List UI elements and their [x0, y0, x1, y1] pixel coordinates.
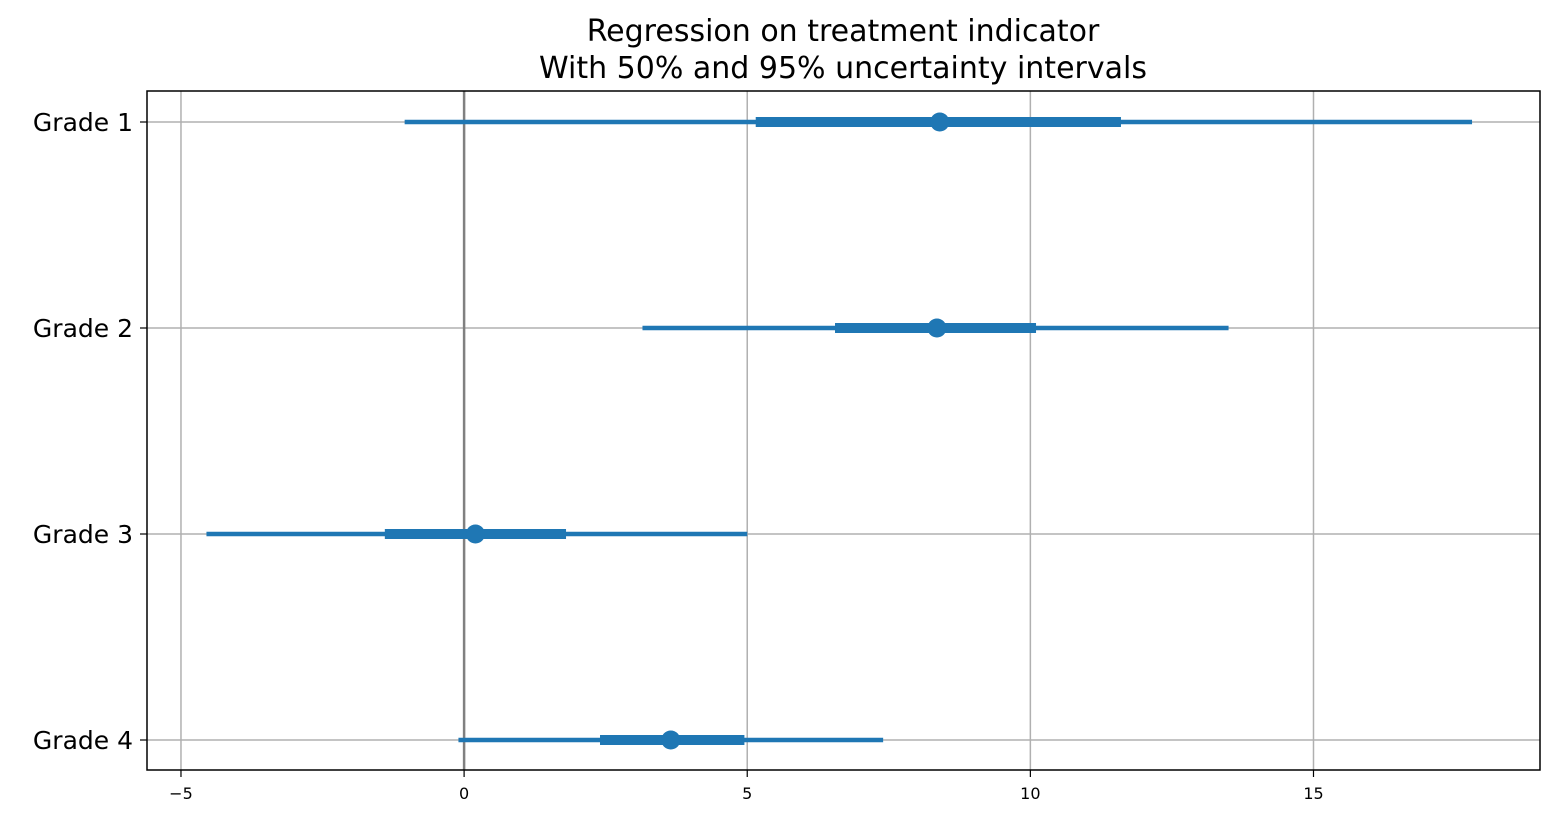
x-tick-label: 10 [1020, 784, 1040, 803]
category-label: Grade 1 [33, 108, 133, 137]
point-estimate [661, 730, 681, 750]
chart-title: Regression on treatment indicator With 5… [539, 14, 1147, 86]
y-axis: Grade 1 Grade 2 Grade 3 Grade 4 [33, 108, 147, 755]
x-tick-label: 0 [459, 784, 469, 803]
point-estimate [927, 318, 947, 338]
category-label: Grade 2 [33, 314, 133, 343]
grid [147, 91, 1540, 770]
x-tick-label: 15 [1303, 784, 1323, 803]
category-label: Grade 4 [33, 726, 133, 755]
x-tick-label: −5 [169, 784, 193, 803]
point-estimate [930, 112, 950, 132]
chart-title-line-2: With 50% and 95% uncertainty intervals [539, 51, 1147, 86]
chart-title-line-1: Regression on treatment indicator [587, 14, 1100, 49]
x-axis: −5 0 5 10 15 [169, 770, 1324, 803]
category-label: Grade 3 [33, 520, 133, 549]
point-estimate [465, 524, 485, 544]
x-tick-label: 5 [742, 784, 752, 803]
data-marks [206, 112, 1473, 750]
plot-frame [146, 90, 1541, 771]
